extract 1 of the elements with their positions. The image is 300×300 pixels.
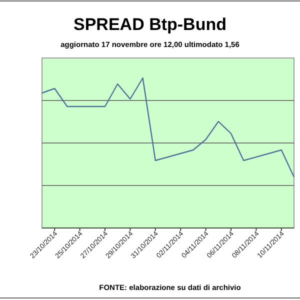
chart-title: SPREAD Btp-Bund (74, 15, 226, 34)
